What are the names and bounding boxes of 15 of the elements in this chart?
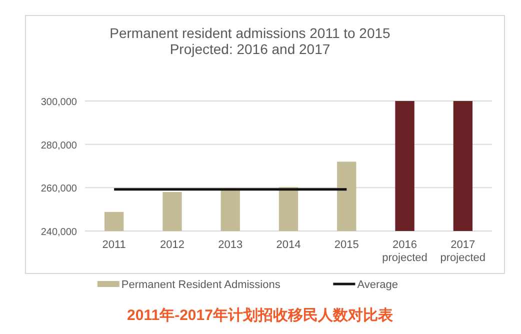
- y-tick-label: 260,000: [40, 184, 78, 195]
- x-tick-label: 2017 projected: [440, 239, 486, 264]
- x-tick-label: 2016 projected: [382, 239, 428, 264]
- y-tick-label: 240,000: [40, 227, 78, 238]
- x-tick-label: 2012: [160, 239, 184, 251]
- x-tick-label: 2014: [276, 239, 301, 251]
- legend-label: Average: [357, 279, 398, 291]
- x-tick-label: 2011: [102, 239, 126, 251]
- text: 2011年-2017年计划招收移民人数对比表: [127, 307, 394, 324]
- chart-title: Permanent resident admissions 2011 to 2015 Projected: 2016 and 2017: [110, 25, 391, 57]
- y-tick-label: 280,000: [40, 140, 78, 152]
- y-tick-label: 300,000: [40, 97, 78, 108]
- x-tick-label: 2013: [218, 239, 243, 251]
- x-tick-label: 2015: [334, 239, 359, 251]
- legend-label: Permanent Resident Admissions: [121, 279, 281, 291]
